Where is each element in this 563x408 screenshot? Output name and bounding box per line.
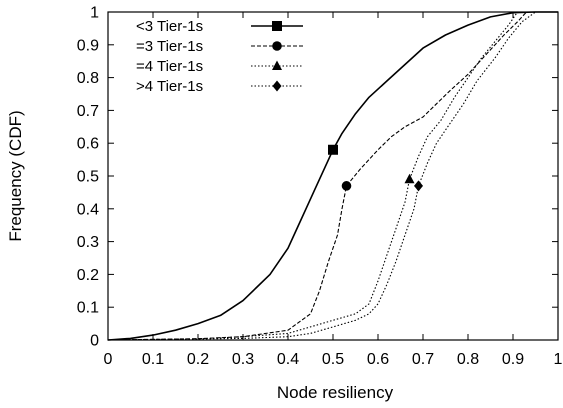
- x-tick-label: 0.5: [322, 351, 344, 368]
- y-tick-label: 0.6: [77, 136, 99, 153]
- series-line-0: [107, 11, 558, 341]
- x-tick-label: 0.8: [457, 351, 479, 368]
- legend-marker-1: [272, 41, 282, 51]
- legend-marker-2: [272, 60, 282, 70]
- series-line-1: [107, 11, 558, 341]
- y-tick-label: 0.2: [77, 267, 99, 284]
- series-line-2: [107, 11, 558, 341]
- x-tick-label: 0.1: [142, 351, 164, 368]
- x-tick-label: 0.2: [187, 351, 209, 368]
- series-line-3: [107, 11, 558, 341]
- axis-ticks: 0 0.1 0.2 0.3 0.4 0.5 0.6 0.7 0.8 0.9 1 0 0.1 0.2 0.3 0…: [77, 5, 563, 369]
- x-tick-label: 0: [104, 351, 113, 368]
- series-group: [107, 11, 558, 341]
- series-marker-2: [404, 173, 415, 184]
- y-tick-label: 0.1: [77, 300, 99, 317]
- legend: <3 Tier-1s =3 Tier-1s =4 Tier-1s >4 Tier-1s: [136, 18, 303, 95]
- y-tick-label: 0.4: [77, 201, 99, 218]
- y-tick-label: 1: [90, 5, 99, 22]
- legend-label-3: >4 Tier-1s: [136, 78, 203, 95]
- y-axis-title: Frequency (CDF): [6, 110, 25, 241]
- y-tick-label: 0: [90, 333, 99, 350]
- x-tick-label: 0.6: [367, 351, 389, 368]
- y-tick-label: 0.8: [77, 70, 99, 87]
- legend-label-2: =4 Tier-1s: [136, 58, 203, 75]
- legend-label-0: <3 Tier-1s: [136, 18, 203, 35]
- x-tick-label: 1: [554, 351, 563, 368]
- x-tick-label: 0.4: [277, 351, 299, 368]
- y-tick-label: 0.3: [77, 234, 99, 251]
- y-tick-label: 0.7: [77, 103, 99, 120]
- legend-marker-3: [272, 80, 282, 92]
- x-tick-label: 0.3: [232, 351, 254, 368]
- x-tick-label: 0.7: [412, 351, 434, 368]
- series-marker-3: [414, 180, 423, 192]
- series-marker-0: [328, 144, 338, 155]
- y-tick-label: 0.5: [77, 169, 99, 186]
- series-marker-1: [341, 181, 352, 191]
- x-axis-title: Node resiliency: [277, 383, 394, 402]
- legend-label-1: =3 Tier-1s: [136, 38, 203, 55]
- x-tick-label: 0.9: [502, 351, 524, 368]
- y-tick-label: 0.9: [77, 37, 99, 54]
- legend-marker-0: [272, 21, 282, 31]
